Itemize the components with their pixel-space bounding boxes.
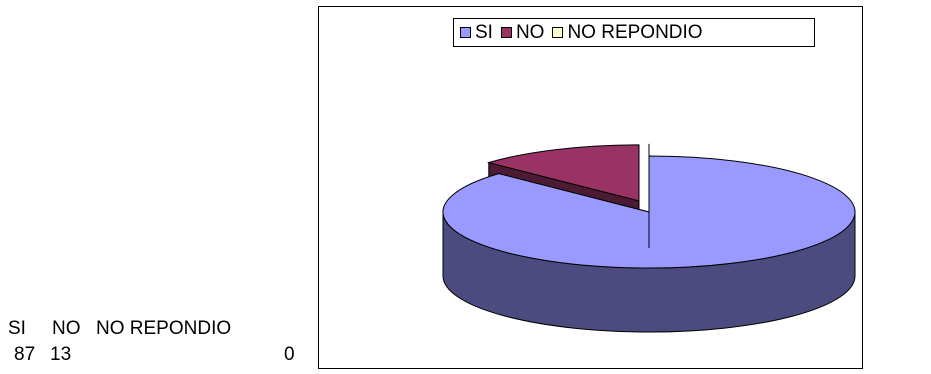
legend-label-no: NO	[515, 21, 545, 43]
table-value-no: 13	[50, 344, 72, 365]
table-header-si: SI	[8, 318, 26, 339]
pie-slice-no	[486, 144, 640, 202]
chart-area: SI NO NO REPONDIO	[318, 6, 863, 369]
legend-item-no: NO	[500, 21, 545, 44]
table-header-no: NO	[52, 318, 81, 339]
legend-label-si: SI	[475, 21, 493, 43]
pie-slice-si	[442, 155, 856, 269]
legend-label-no-repondio: NO REPONDIO	[567, 21, 703, 43]
table-value-no-repondio: 0	[284, 344, 295, 365]
chart-legend: SI NO NO REPONDIO	[453, 18, 815, 47]
legend-item-si: SI	[460, 22, 493, 44]
pie-chart	[442, 143, 856, 333]
table-header-no-repondio: NO REPONDIO	[96, 318, 232, 339]
legend-swatch-no	[500, 27, 512, 38]
table-value-si: 87	[14, 344, 36, 365]
legend-item-no-repondio: NO REPONDIO	[552, 21, 703, 44]
legend-swatch-no-repondio	[552, 27, 564, 38]
legend-swatch-si	[460, 27, 471, 38]
